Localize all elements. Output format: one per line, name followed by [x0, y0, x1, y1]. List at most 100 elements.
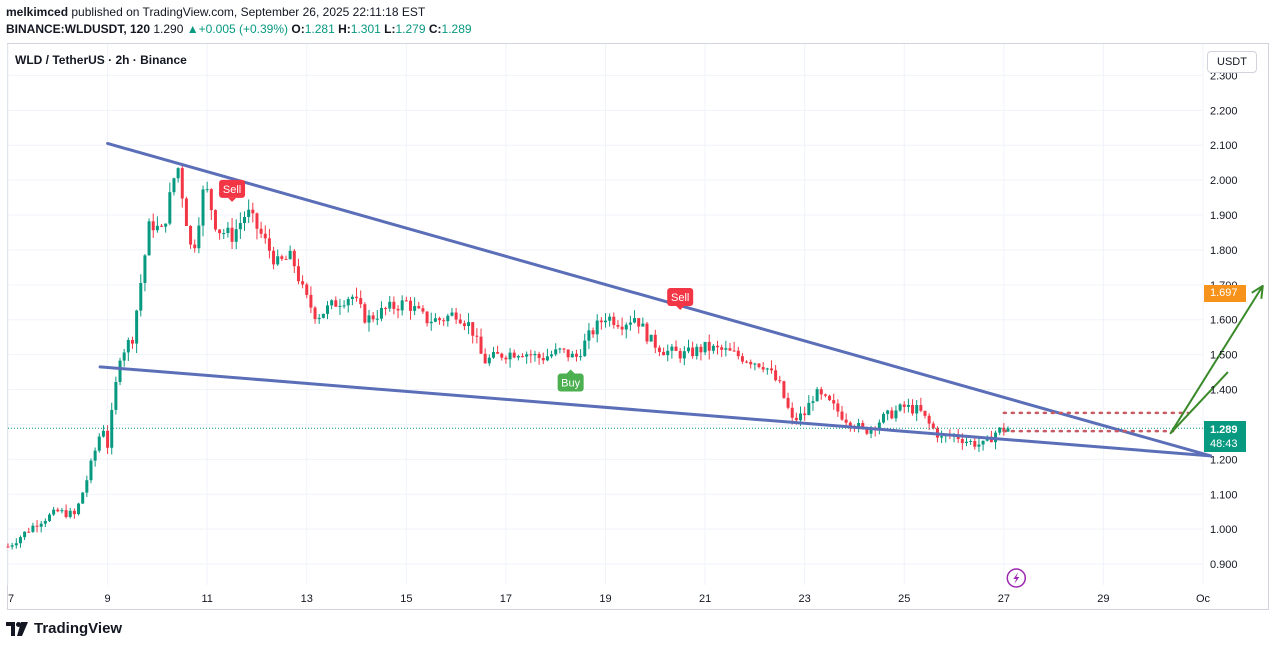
candle-body	[757, 363, 761, 368]
candle-body	[500, 353, 504, 358]
x-tick-label: Oc	[1196, 593, 1211, 605]
candle-body	[807, 402, 811, 416]
candle-body	[442, 320, 446, 322]
candle-body	[130, 339, 134, 344]
x-tick-label: 11	[201, 593, 212, 605]
candle-body	[201, 189, 205, 226]
candle-body	[491, 352, 495, 358]
candle-body	[164, 223, 168, 227]
candle-body	[869, 427, 873, 434]
candle-body	[778, 380, 782, 382]
candle-body	[628, 322, 632, 325]
candle-body	[508, 352, 512, 360]
candle-body	[537, 353, 541, 358]
candle-body	[525, 354, 529, 357]
candle-body	[496, 352, 500, 354]
publish-info: melkimced published on TradingView.com, …	[6, 5, 425, 19]
lightning-icon[interactable]	[1006, 568, 1027, 588]
candle-body	[292, 250, 296, 267]
candle-body	[960, 439, 964, 444]
candle-body	[276, 256, 280, 265]
candle-body	[587, 330, 591, 341]
candle-body	[355, 296, 359, 299]
candle-body	[964, 441, 968, 444]
last-price-tag: 1.289 48:43	[1204, 421, 1246, 452]
candle-body	[620, 326, 624, 330]
x-tick-label: 25	[898, 593, 910, 605]
candle-body	[392, 301, 396, 309]
candle-body	[579, 356, 583, 358]
candle-body	[64, 510, 68, 518]
y-tick-label: 1.400	[1210, 385, 1238, 397]
candle-body	[334, 300, 338, 307]
candle-body	[234, 229, 238, 242]
candle-body	[296, 266, 300, 282]
candle-body	[388, 301, 392, 309]
candle-body	[653, 334, 657, 348]
candle-body	[608, 316, 612, 321]
candle-body	[189, 225, 193, 245]
candle-body	[612, 316, 616, 326]
x-tick-label: 7	[8, 593, 14, 605]
candle-body	[931, 423, 935, 429]
candle-body	[819, 389, 823, 395]
candle-body	[562, 348, 566, 350]
y-tick-label: 1.600	[1210, 315, 1238, 327]
candle-body	[794, 417, 798, 421]
candle-body	[450, 312, 454, 316]
sell-signal: Sell	[219, 179, 246, 202]
candle-body	[969, 441, 973, 443]
symbol-title: WLD / TetherUS · 2h · Binance	[15, 53, 187, 67]
candle-body	[263, 233, 267, 239]
candle-body	[832, 400, 836, 404]
author-name[interactable]: melkimced	[6, 5, 69, 19]
candle-body	[836, 403, 840, 412]
candle-body	[558, 348, 562, 350]
candle-body	[504, 357, 508, 360]
candle-body	[711, 345, 715, 351]
candle-body	[919, 405, 923, 411]
signal-label: Sell	[223, 184, 241, 196]
candle-body	[193, 244, 197, 249]
candle-body	[749, 361, 753, 365]
candle-body	[678, 350, 682, 359]
candle-body	[861, 423, 865, 428]
candle-body	[761, 367, 765, 370]
candle-body	[226, 227, 230, 234]
ohlc-line: BINANCE:WLDUSDT, 120 1.290 ▲+0.005 (+0.3…	[6, 22, 472, 36]
candle-body	[213, 210, 217, 230]
candle-body	[566, 349, 570, 358]
candle-body	[529, 354, 533, 356]
candle-body	[923, 410, 927, 416]
candle-body	[18, 537, 22, 544]
candle-body	[894, 410, 898, 419]
candle-body	[425, 311, 429, 324]
currency-button[interactable]: USDT	[1207, 51, 1257, 73]
candle-body	[288, 250, 292, 260]
candle-body	[363, 304, 367, 323]
candle-body	[280, 256, 284, 259]
candle-body	[209, 189, 213, 211]
candle-body	[346, 299, 350, 306]
candle-body	[267, 238, 271, 251]
candle-body	[848, 422, 852, 427]
candle-body	[633, 318, 637, 323]
candle-body	[230, 227, 234, 242]
candle-body	[400, 300, 404, 311]
projection-arrow-head	[1251, 284, 1264, 299]
candle-body	[657, 347, 661, 352]
candle-body	[541, 357, 545, 361]
candle-body	[184, 198, 188, 226]
candle-body	[645, 323, 649, 342]
tradingview-footer[interactable]: TradingView	[6, 620, 122, 637]
candle-body	[911, 404, 915, 414]
candle-body	[599, 320, 603, 323]
candle-body	[521, 356, 525, 358]
candle-body	[77, 503, 81, 515]
tradingview-brand: TradingView	[34, 620, 123, 637]
candle-body	[417, 306, 421, 309]
candle-body	[97, 436, 101, 451]
candle-body	[180, 168, 184, 199]
candle-body	[446, 315, 450, 322]
